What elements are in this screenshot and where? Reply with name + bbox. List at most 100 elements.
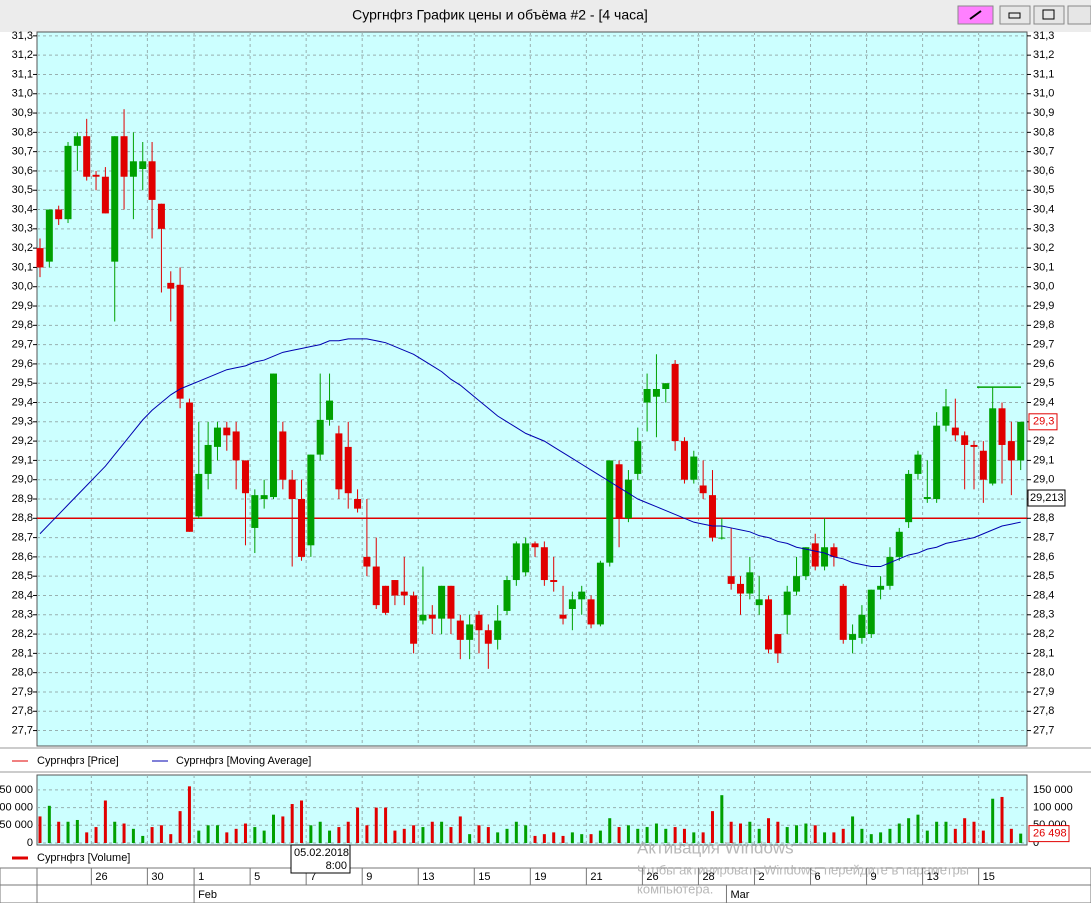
volume-bar xyxy=(963,818,967,843)
candle-body xyxy=(765,599,773,650)
label-box xyxy=(1028,413,1058,431)
y-tick-label: 30,9 xyxy=(12,107,33,119)
minimize-button[interactable] xyxy=(999,5,1031,25)
y-tick-label: 28,5 xyxy=(1033,570,1054,582)
close-button[interactable] xyxy=(1067,5,1091,25)
y-tick-label: 29,2 xyxy=(12,435,33,447)
candle-body xyxy=(802,547,810,577)
x-tick-label: 5 xyxy=(254,871,260,883)
volume-bar xyxy=(374,807,378,843)
candle-body xyxy=(1007,441,1015,461)
y-tick-label: 28,6 xyxy=(1033,551,1054,563)
volume-tick-label: 150 000 xyxy=(1033,784,1073,796)
candle-body xyxy=(410,595,418,644)
volume-bar xyxy=(1019,833,1023,843)
x-tick-label: 9 xyxy=(871,871,877,883)
candle-body xyxy=(55,209,63,220)
volume-bar xyxy=(505,828,509,843)
volume-bar xyxy=(991,798,995,843)
candle-body xyxy=(484,630,492,644)
candle-body xyxy=(195,473,203,517)
volume-bar xyxy=(589,834,593,843)
y-tick-label: 30,2 xyxy=(12,242,33,254)
candle-body xyxy=(979,450,987,480)
candle-body xyxy=(101,176,109,214)
x-tick-label: 1 xyxy=(198,871,204,883)
candle-body xyxy=(400,591,408,596)
volume-bar xyxy=(832,832,836,843)
volume-bar xyxy=(757,828,761,843)
volume-bar xyxy=(729,821,733,843)
y-tick-label: 29,5 xyxy=(12,377,33,389)
y-tick-label: 28,3 xyxy=(1033,609,1054,621)
candle-body xyxy=(83,136,91,177)
volume-bar xyxy=(608,818,612,843)
candle-body xyxy=(643,389,651,403)
candle-body xyxy=(606,460,614,563)
candle-body xyxy=(120,136,128,177)
volume-bar xyxy=(281,816,285,843)
volume-bar xyxy=(673,827,677,843)
volume-bar xyxy=(710,811,714,843)
volume-bar xyxy=(131,828,135,843)
y-tick-label: 28,8 xyxy=(1033,512,1054,524)
y-tick-label: 30,1 xyxy=(12,261,33,273)
y-tick-label: 28,6 xyxy=(12,551,33,563)
y-tick-label: 30,9 xyxy=(1033,107,1054,119)
y-tick-label: 30,8 xyxy=(1033,126,1054,138)
y-tick-label: 29,1 xyxy=(1033,454,1054,466)
volume-bar xyxy=(823,832,827,843)
volume-bar xyxy=(328,830,332,843)
volume-bar xyxy=(981,830,985,843)
maximize-button[interactable] xyxy=(1033,5,1065,25)
label-box xyxy=(1027,489,1066,507)
candle-body xyxy=(568,599,576,609)
candle-body xyxy=(727,576,735,584)
y-tick-label: 27,7 xyxy=(12,724,33,736)
legend-label: Сургнфгз [Price] xyxy=(37,755,119,767)
candle-body xyxy=(36,248,44,268)
candle-body xyxy=(232,431,240,461)
candle-body xyxy=(148,161,156,200)
candle-body xyxy=(811,543,819,567)
volume-bar xyxy=(580,834,584,843)
volume-bar xyxy=(47,805,51,843)
y-tick-label: 29,6 xyxy=(12,358,33,370)
candle-body xyxy=(652,389,660,397)
x-tick-label: 6 xyxy=(815,871,821,883)
candle-body xyxy=(793,576,801,592)
y-tick-label: 28,1 xyxy=(1033,647,1054,659)
volume-bar xyxy=(701,832,705,843)
watermark: Активация Windows xyxy=(637,838,794,857)
candle-body xyxy=(662,383,670,389)
volume-bar xyxy=(907,818,911,843)
y-tick-label: 28,1 xyxy=(12,647,33,659)
volume-tick-label: 100 000 xyxy=(1033,801,1073,813)
volume-bar xyxy=(748,821,752,843)
tooltip-text: 8:00 xyxy=(326,860,347,872)
candle-body xyxy=(512,543,520,581)
volume-bar xyxy=(477,825,481,843)
volume-bar xyxy=(215,825,219,843)
candle-body xyxy=(447,585,455,619)
y-tick-label: 28,2 xyxy=(1033,628,1054,640)
y-tick-label: 28,0 xyxy=(1033,667,1054,679)
candle-body xyxy=(223,427,231,436)
y-tick-label: 28,7 xyxy=(12,531,33,543)
candle-body xyxy=(279,431,287,480)
y-tick-label: 29,6 xyxy=(1033,358,1054,370)
volume-bar xyxy=(925,830,929,843)
y-tick-label: 30,3 xyxy=(1033,223,1054,235)
candle-body xyxy=(354,498,362,509)
volume-bar xyxy=(384,807,388,843)
y-tick-label: 29,8 xyxy=(1033,319,1054,331)
volume-plot xyxy=(36,774,1028,846)
volume-bar xyxy=(869,834,873,843)
candle-body xyxy=(213,427,221,447)
candle-body xyxy=(438,585,446,619)
volume-bar xyxy=(159,825,163,843)
candle-body xyxy=(475,614,483,631)
volume-bar xyxy=(393,830,397,843)
candle-body xyxy=(494,620,502,640)
candle-body xyxy=(167,282,175,289)
